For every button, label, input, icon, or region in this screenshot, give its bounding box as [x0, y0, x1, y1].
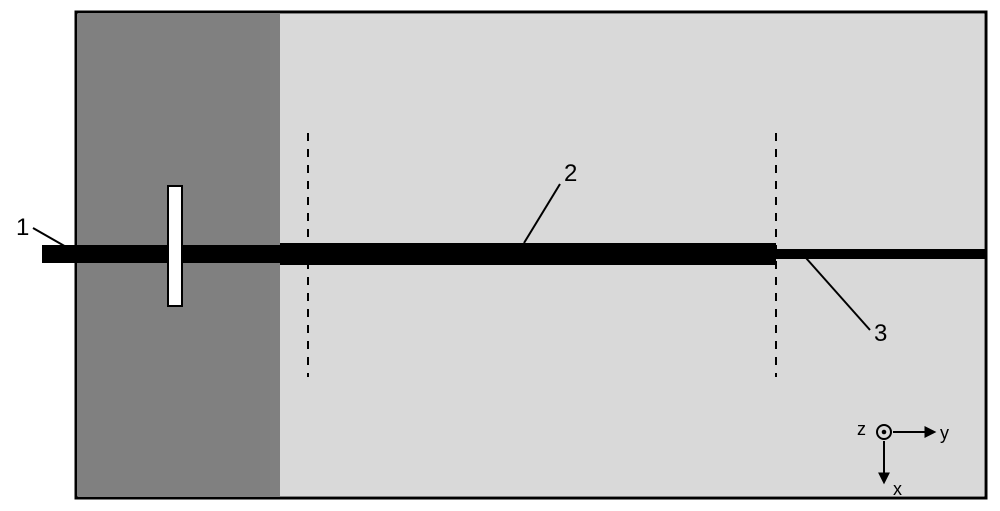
axis-z-label: z — [857, 420, 866, 438]
axis-x-label: x — [893, 480, 902, 498]
label-2: 2 — [564, 162, 577, 186]
label-3: 3 — [874, 322, 887, 346]
diagram-svg — [0, 0, 1000, 511]
axis-y-label: y — [940, 424, 949, 442]
label-1: 1 — [16, 216, 29, 240]
diagram-stage: 1 2 3 z y x — [0, 0, 1000, 511]
